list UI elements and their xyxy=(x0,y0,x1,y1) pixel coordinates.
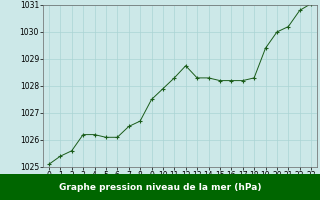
Text: Graphe pression niveau de la mer (hPa): Graphe pression niveau de la mer (hPa) xyxy=(59,182,261,192)
